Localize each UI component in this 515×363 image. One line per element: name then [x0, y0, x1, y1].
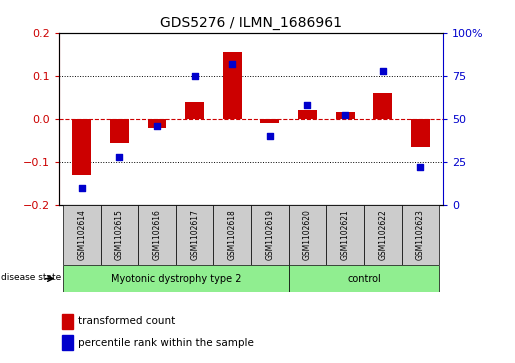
Text: GSM1102619: GSM1102619 [265, 209, 274, 261]
Text: GSM1102614: GSM1102614 [77, 209, 87, 261]
Bar [251, 205, 289, 265]
Point [153, 123, 161, 129]
Point [115, 154, 124, 160]
Bar [213, 205, 251, 265]
Text: GSM1102621: GSM1102621 [340, 210, 350, 260]
Bar [327, 205, 364, 265]
Bar [110, 119, 129, 143]
Bar [289, 265, 439, 292]
Text: control: control [347, 274, 381, 284]
Bar [298, 110, 317, 119]
Text: GSM1102620: GSM1102620 [303, 209, 312, 261]
Bar [148, 119, 166, 127]
Text: GSM1102615: GSM1102615 [115, 209, 124, 261]
Bar [100, 205, 138, 265]
Bar [336, 113, 354, 119]
Text: GSM1102622: GSM1102622 [378, 210, 387, 260]
Title: GDS5276 / ILMN_1686961: GDS5276 / ILMN_1686961 [160, 16, 342, 30]
Text: disease state: disease state [1, 273, 61, 282]
Bar [373, 93, 392, 119]
Bar [138, 205, 176, 265]
Point [303, 102, 312, 108]
Bar [73, 119, 91, 175]
Point [416, 164, 424, 170]
Bar [63, 265, 289, 292]
Text: percentile rank within the sample: percentile rank within the sample [78, 338, 254, 347]
Bar [62, 314, 73, 329]
Bar [185, 102, 204, 119]
Bar [411, 119, 430, 147]
Bar [63, 205, 100, 265]
Bar [289, 205, 327, 265]
Point [191, 73, 199, 79]
Point [341, 113, 349, 118]
Bar [402, 205, 439, 265]
Text: GSM1102617: GSM1102617 [190, 209, 199, 261]
Point [78, 185, 86, 191]
Point [266, 133, 274, 139]
Point [228, 61, 236, 67]
Bar [176, 205, 213, 265]
Bar [223, 52, 242, 119]
Text: Myotonic dystrophy type 2: Myotonic dystrophy type 2 [111, 274, 241, 284]
Bar [62, 335, 73, 350]
Text: GSM1102623: GSM1102623 [416, 209, 425, 261]
Text: GSM1102616: GSM1102616 [152, 209, 162, 261]
Text: GSM1102618: GSM1102618 [228, 210, 237, 260]
Bar [261, 119, 279, 123]
Point [379, 68, 387, 74]
Text: transformed count: transformed count [78, 316, 175, 326]
Bar [364, 205, 402, 265]
